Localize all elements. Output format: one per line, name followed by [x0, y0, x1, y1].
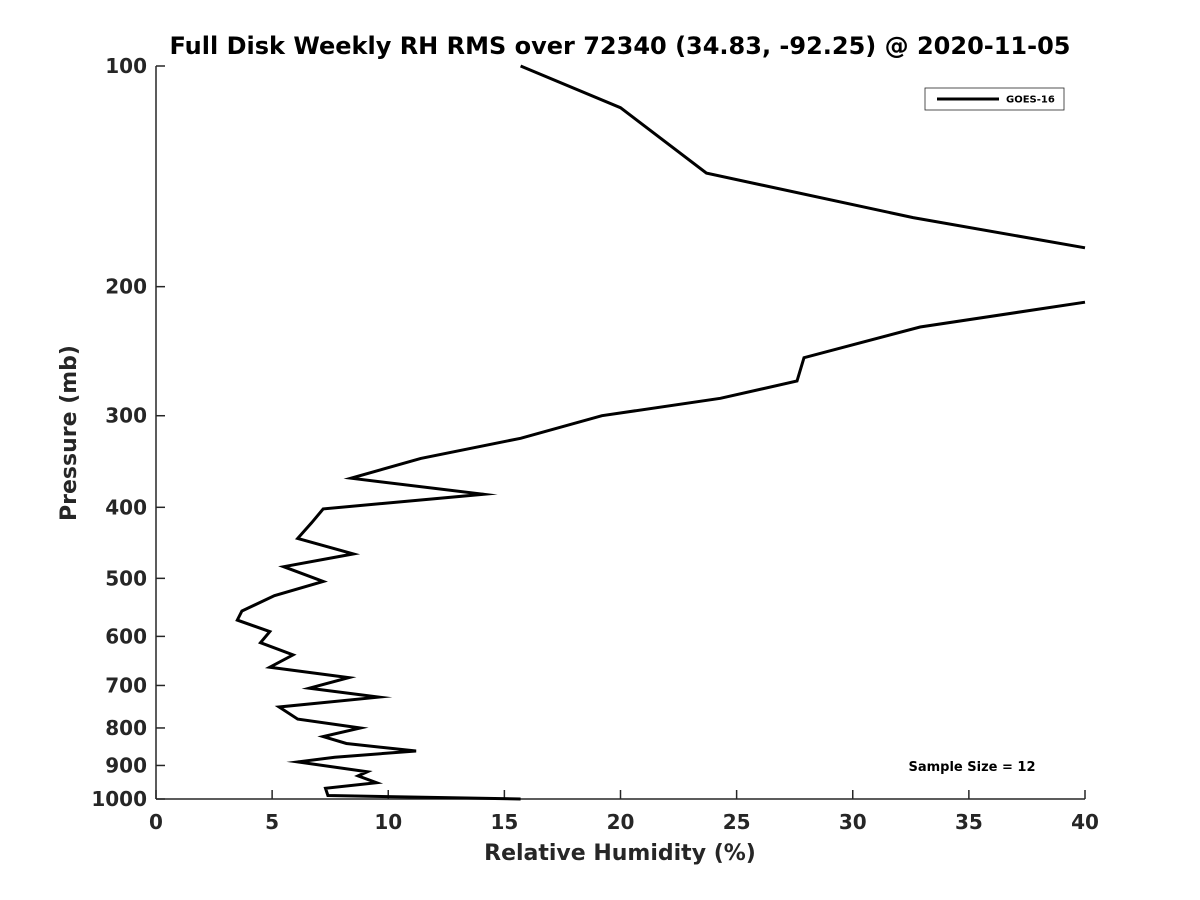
- plot-area: 0 5 10 15 20 25 30 35 40 100 200 300 400 500 600 700 80…: [91, 54, 1099, 834]
- x-tick-label: 30: [839, 810, 867, 834]
- x-tick-label: 20: [607, 810, 635, 834]
- y-tick-label: 800: [105, 716, 147, 740]
- x-tick-label: 0: [149, 810, 163, 834]
- series-layer: [235, 64, 1086, 801]
- x-tick-label: 25: [723, 810, 751, 834]
- x-tick-label: 35: [955, 810, 983, 834]
- x-tick-label: 40: [1071, 810, 1099, 834]
- series-line-goes-16: [520, 64, 1086, 250]
- legend-label-goes-16: GOES-16: [1006, 95, 1055, 106]
- series-line-goes-16: [235, 300, 1086, 801]
- y-tick-label: 1000: [91, 787, 147, 811]
- y-axis-label: Pressure (mb): [57, 345, 82, 521]
- y-tick-label: 300: [105, 404, 147, 428]
- x-tick-label: 15: [490, 810, 518, 834]
- y-tick-label: 100: [105, 54, 147, 78]
- x-tick-label: 5: [265, 810, 279, 834]
- x-tick-label: 10: [374, 810, 402, 834]
- y-tick-label: 200: [105, 275, 147, 299]
- sample-size-annotation: Sample Size = 12: [908, 760, 1035, 775]
- y-tick-label: 600: [105, 624, 147, 648]
- y-axis-ticks: 100 200 300 400 500 600 700 800 900 1000: [91, 54, 165, 811]
- y-tick-label: 900: [105, 753, 147, 777]
- x-axis-ticks: 0 5 10 15 20 25 30 35 40: [149, 790, 1099, 834]
- chart-title: Full Disk Weekly RH RMS over 72340 (34.8…: [169, 32, 1070, 60]
- y-tick-label: 400: [105, 495, 147, 519]
- y-tick-label: 500: [105, 566, 147, 590]
- x-axis-label: Relative Humidity (%): [484, 841, 756, 866]
- legend: GOES-16: [924, 87, 1065, 111]
- y-tick-label: 700: [105, 673, 147, 697]
